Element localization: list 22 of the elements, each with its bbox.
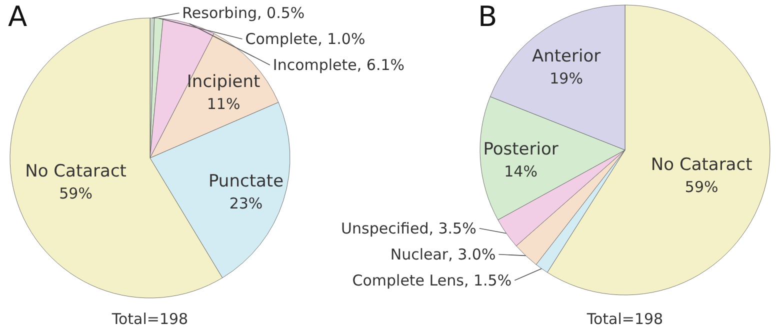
chart-title: B	[478, 0, 498, 33]
data-label: 23%	[229, 194, 263, 213]
slice-label: Resorbing, 0.5%	[182, 4, 305, 22]
data-label: 59%	[59, 184, 92, 203]
slice-label: Punctate	[208, 172, 284, 192]
text: Total=198	[110, 310, 188, 328]
data-label: 19%	[550, 70, 583, 88]
slice-label: Complete Lens, 1.5%	[352, 271, 512, 290]
chart-title: A	[8, 0, 28, 33]
slice-label: Incomplete, 6.1%	[272, 56, 405, 74]
slice-label: Nuclear, 3.0%	[390, 245, 496, 264]
slice-label: Anterior	[532, 46, 601, 67]
slice-label: Complete, 1.0%	[245, 30, 366, 48]
slice-label: No Cataract	[650, 155, 753, 176]
data-label: 11%	[206, 95, 240, 114]
data-label: 59%	[684, 178, 718, 196]
text: Total=198	[586, 310, 664, 328]
slice-label: Unspecified, 3.5%	[341, 219, 476, 238]
data-label: 14%	[504, 162, 538, 181]
slice-label: Incipient	[186, 72, 261, 92]
slice-label: No Cataract	[25, 162, 127, 182]
slice-label: Posterior	[483, 140, 558, 160]
